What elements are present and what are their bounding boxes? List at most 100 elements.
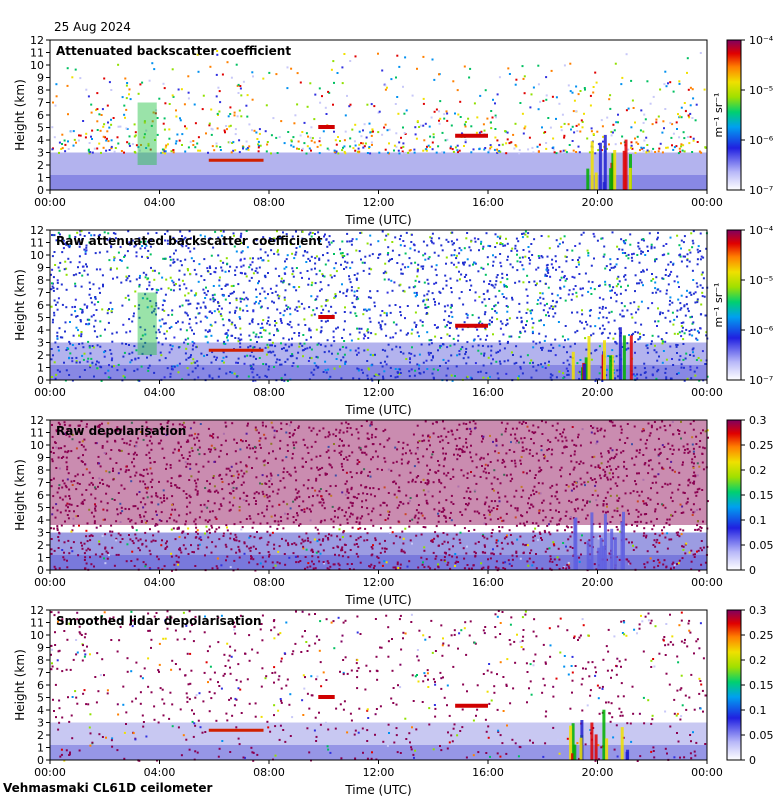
y-tick-label: 6: [37, 489, 44, 502]
x-tick-label: 08:00: [253, 576, 285, 589]
x-tick-label: 00:00: [34, 576, 66, 589]
cloud-features: [137, 102, 632, 190]
y-tick-label: 0: [37, 564, 44, 577]
y-tick-label: 2: [37, 729, 44, 742]
y-tick-label: 8: [37, 84, 44, 97]
y-tick-label: 3: [37, 527, 44, 540]
y-tick-label: 10: [30, 59, 44, 72]
y-tick-label: 6: [37, 299, 44, 312]
y-tick-label: 0: [37, 184, 44, 197]
x-tick-label: 12:00: [363, 386, 395, 399]
y-tick-label: 2: [37, 539, 44, 552]
y-tick-label: 12: [30, 604, 44, 617]
y-tick-label: 9: [37, 452, 44, 465]
x-tick-label: 16:00: [472, 576, 504, 589]
x-tick-label: 00:00: [691, 576, 723, 589]
colorbar-tick-label: 0.3: [749, 604, 767, 617]
x-tick-label: 20:00: [582, 386, 614, 399]
colorbar-tick-label: 0.2: [749, 464, 767, 477]
x-tick-label: 20:00: [582, 196, 614, 209]
heatmap-speckle: [50, 230, 709, 382]
x-tick-label: 08:00: [253, 196, 285, 209]
x-axis-label: Time (UTC): [344, 213, 411, 227]
x-axis-label: Time (UTC): [344, 593, 411, 607]
y-tick-label: 4: [37, 514, 44, 527]
y-tick-label: 5: [37, 692, 44, 705]
y-tick-label: 7: [37, 97, 44, 110]
y-tick-label: 11: [30, 47, 44, 60]
y-tick-label: 3: [37, 337, 44, 350]
y-tick-label: 4: [37, 704, 44, 717]
y-tick-label: 12: [30, 34, 44, 47]
x-tick-label: 00:00: [691, 386, 723, 399]
colorbar: 0.3 0.25 0.2 0.15 0.1 0.05 0: [726, 604, 774, 767]
y-tick-label: 6: [37, 679, 44, 692]
colorbar-tick-label: 0: [749, 564, 756, 577]
colorbar-tick-label: 10⁻⁴: [749, 34, 774, 47]
y-tick-label: 4: [37, 134, 44, 147]
y-tick-label: 3: [37, 717, 44, 730]
y-tick-label: 5: [37, 312, 44, 325]
y-axis-label: Height (km): [13, 649, 27, 720]
x-tick-label: 16:00: [472, 766, 504, 779]
colorbar-tick-label: 10⁻⁵: [749, 84, 773, 97]
cloud-features: [137, 292, 633, 380]
y-tick-label: 2: [37, 349, 44, 362]
colorbar-gradient: [726, 229, 742, 381]
y-tick-label: 7: [37, 477, 44, 490]
colorbar-tick-label: 10⁻⁶: [749, 324, 774, 337]
x-tick-label: 00:00: [34, 766, 66, 779]
colorbar-gradient: [726, 609, 742, 761]
colorbar-tick-label: 0.1: [749, 704, 767, 717]
y-tick-label: 6: [37, 109, 44, 122]
y-tick-label: 11: [30, 237, 44, 250]
x-tick-label: 08:00: [253, 386, 285, 399]
colorbar-tick-label: 0.05: [749, 729, 774, 742]
y-tick-label: 11: [30, 617, 44, 630]
colorbar-tick-label: 0.3: [749, 414, 767, 427]
y-tick-label: 9: [37, 72, 44, 85]
x-tick-label: 20:00: [582, 576, 614, 589]
panel-title: Smoothed lidar depolarisation: [56, 614, 262, 628]
colorbar-tick-label: 10⁻⁴: [749, 224, 774, 237]
cloud-features: [208, 695, 630, 760]
colorbar: 10⁻⁴ 10⁻⁵ 10⁻⁶ 10⁻⁷ m⁻¹ sr⁻¹: [712, 34, 774, 197]
colorbar-unit-label: m⁻¹ sr⁻¹: [712, 93, 725, 138]
y-axis-label: Height (km): [13, 79, 27, 150]
y-tick-label: 7: [37, 287, 44, 300]
y-tick-label: 5: [37, 122, 44, 135]
y-tick-label: 1: [37, 742, 44, 755]
panel-title: Raw depolarisation: [56, 424, 186, 438]
x-tick-label: 04:00: [144, 576, 176, 589]
x-tick-label: 12:00: [363, 196, 395, 209]
x-tick-label: 12:00: [363, 766, 395, 779]
colorbar-tick-label: 10⁻⁷: [749, 374, 773, 387]
colorbar-tick-label: 0.25: [749, 439, 774, 452]
colorbar-tick-label: 0.15: [749, 679, 774, 692]
colorbar-tick-label: 10⁻⁷: [749, 184, 773, 197]
y-axis-label: Height (km): [13, 459, 27, 530]
panel-title: Attenuated backscatter coefficient: [56, 44, 291, 58]
y-tick-label: 8: [37, 274, 44, 287]
x-tick-label: 16:00: [472, 196, 504, 209]
y-tick-label: 9: [37, 262, 44, 275]
panel-title: Raw attenuated backscatter coefficient: [56, 234, 323, 248]
y-tick-label: 11: [30, 427, 44, 440]
colorbar-gradient: [726, 419, 742, 571]
y-tick-label: 3: [37, 147, 44, 160]
y-axis-label: Height (km): [13, 269, 27, 340]
x-axis-label: Time (UTC): [344, 783, 411, 797]
heatmap-speckle: [50, 50, 707, 190]
colorbar-tick-label: 0.25: [749, 629, 774, 642]
x-tick-label: 04:00: [144, 386, 176, 399]
y-tick-label: 10: [30, 439, 44, 452]
y-tick-label: 1: [37, 172, 44, 185]
colorbar-tick-label: 0.2: [749, 654, 767, 667]
y-tick-label: 5: [37, 502, 44, 515]
colorbar-gradient: [726, 39, 742, 191]
heatmap-speckle: [50, 420, 709, 572]
